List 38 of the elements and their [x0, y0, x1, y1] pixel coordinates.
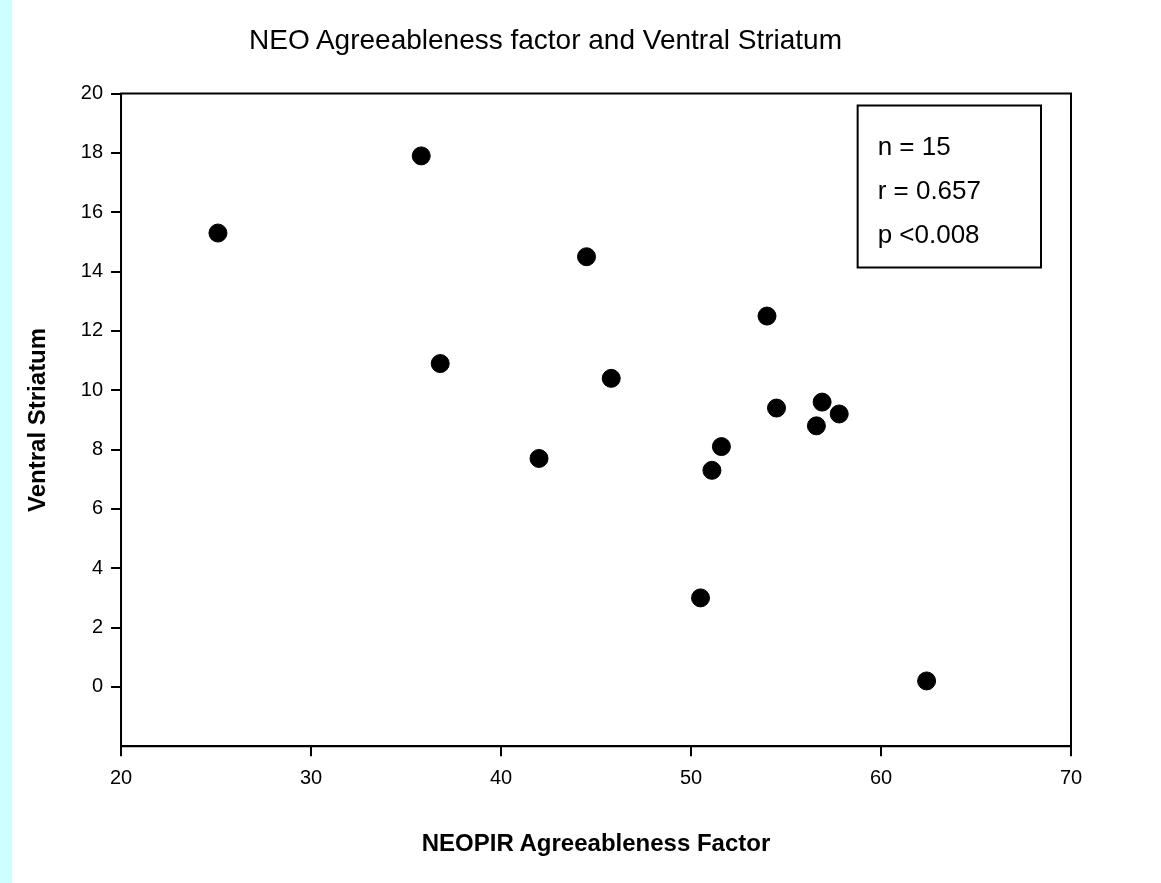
point [691, 588, 711, 608]
point [829, 404, 849, 424]
annotation: r = 0.657 [877, 174, 982, 205]
point [601, 368, 621, 388]
y-tick-label: 12 [80, 318, 104, 341]
y-tick-label: 0 [91, 674, 104, 697]
y-tick-label: 16 [80, 199, 104, 222]
annotation: p <0.008 [877, 218, 980, 249]
x-tick-label: 20 [109, 765, 133, 788]
y-tick-label: 4 [91, 555, 104, 578]
point [529, 448, 549, 468]
y-axis-title: Ventral Striatum [23, 327, 51, 512]
point [917, 671, 937, 691]
point [430, 354, 450, 374]
point [711, 437, 731, 457]
x-tick-label: 40 [489, 765, 513, 788]
y-tick-label: 6 [91, 496, 104, 519]
point [812, 392, 832, 412]
point [702, 460, 722, 480]
chart-title: NEO Agreeableness factor and Ventral Striatum [249, 23, 842, 55]
y-tick-label: 18 [80, 140, 104, 163]
x-axis-title: NEOPIR Agreeableness Factor [421, 829, 771, 857]
point [757, 306, 777, 326]
point [806, 416, 826, 436]
y-tick-label: 2 [91, 615, 104, 638]
x-tick-label: 60 [869, 765, 893, 788]
annotation: n = 15 [877, 130, 951, 161]
y-tick-label: 10 [80, 377, 104, 400]
point [767, 398, 787, 418]
y-tick-label: 20 [80, 81, 104, 104]
x-tick-label: 70 [1059, 765, 1083, 788]
y-tick-label: 8 [91, 437, 104, 460]
y-tick-label: 14 [80, 259, 104, 282]
point [208, 223, 228, 243]
x-tick-label: 30 [299, 765, 323, 788]
point [411, 146, 431, 166]
point [577, 247, 597, 267]
x-tick-label: 50 [679, 765, 703, 788]
